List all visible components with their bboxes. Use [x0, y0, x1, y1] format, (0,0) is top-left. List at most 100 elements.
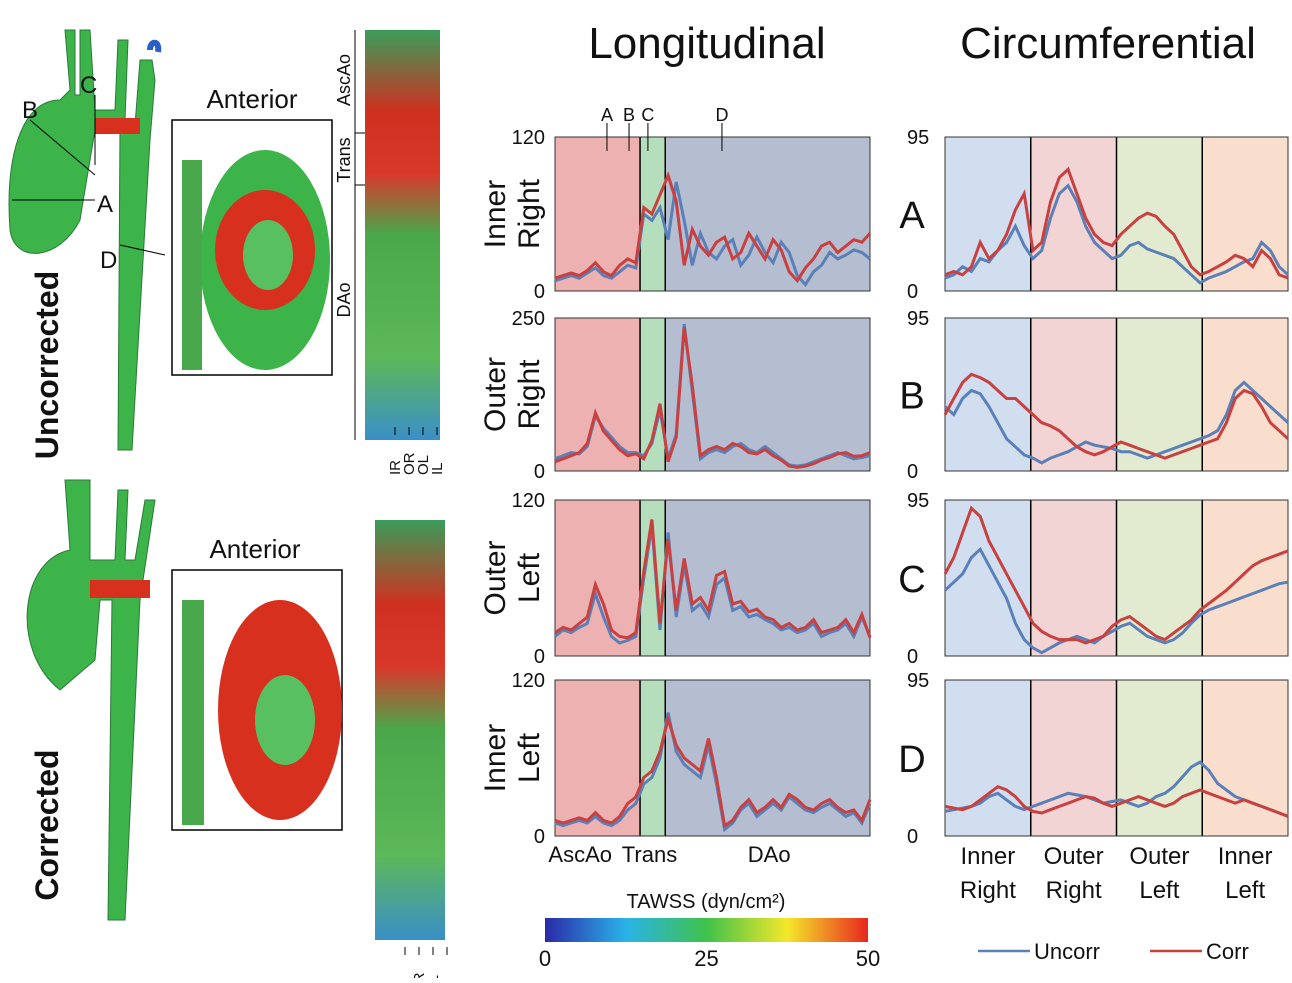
plot-frame [944, 679, 1289, 837]
series-line [554, 525, 872, 645]
legend-label: Corr [1206, 939, 1249, 964]
x-label: Right [960, 877, 1016, 904]
y-tick-label: 0 [534, 461, 545, 483]
y-tick-label: 0 [534, 826, 545, 848]
y-tick-label: 95 [907, 127, 929, 149]
colorbar-tick-label: 50 [856, 946, 880, 971]
series-line [944, 183, 1290, 285]
region [640, 318, 666, 471]
plot-frame [554, 499, 871, 657]
region [1202, 318, 1288, 471]
colorbar-title: TAWSS (dyn/cm²) [627, 891, 786, 913]
y-axis-label: Inner [479, 180, 512, 248]
plot-frame [944, 499, 1289, 657]
aorta-renders [8, 29, 445, 940]
series-line [554, 713, 872, 829]
series-line [554, 326, 871, 469]
y-axis-label: Right [513, 178, 546, 249]
region [555, 318, 641, 471]
region [1202, 500, 1288, 656]
marker-label: A [601, 105, 613, 125]
segment-label: AscAo [334, 54, 354, 106]
y-tick-label: 0 [907, 646, 918, 668]
y-tick-label: 95 [907, 308, 929, 330]
column-title: Longitudinal [588, 19, 825, 68]
x-label: Inner [1218, 843, 1273, 870]
view-label: Anterior [206, 84, 297, 114]
plot-frame [944, 136, 1289, 292]
column-title: Circumferential [960, 19, 1256, 68]
legend-label: Uncorr [1034, 939, 1100, 964]
view-label: Anterior [209, 534, 300, 564]
y-tick-label: 0 [907, 826, 918, 848]
point-label: C [80, 72, 97, 99]
series-line [943, 380, 1290, 465]
point-label: D [100, 247, 117, 274]
series-line [554, 171, 872, 284]
x-label: Trans [622, 842, 677, 867]
y-axis-label: Outer [479, 540, 512, 615]
region [945, 137, 1031, 291]
series-line [944, 785, 1289, 818]
strip-tick-label: OL [415, 455, 432, 475]
region [1030, 680, 1117, 836]
segment-label: Trans [334, 137, 354, 182]
row-label: Corrected [29, 749, 65, 900]
y-tick-label: 0 [907, 461, 918, 483]
region [665, 500, 870, 656]
colorbar [545, 918, 868, 942]
region [945, 680, 1031, 836]
region [665, 137, 870, 291]
series-line [943, 505, 1289, 645]
region [1116, 680, 1203, 836]
strip-tick-label: IL [429, 462, 446, 475]
y-axis-label: Left [513, 732, 546, 783]
y-tick-label: 120 [512, 127, 545, 149]
panel-label: C [898, 559, 925, 601]
panel-label: D [898, 739, 925, 781]
y-tick-label: 0 [534, 646, 545, 668]
y-tick-label: 120 [512, 490, 545, 512]
x-label: Outer [1129, 843, 1189, 870]
y-tick-label: 95 [907, 670, 929, 692]
series-line [943, 372, 1290, 460]
plot-frame [554, 136, 871, 292]
panel-label: B [899, 376, 924, 418]
series-line [943, 546, 1289, 655]
point-label: B [22, 97, 38, 124]
y-tick-label: 0 [534, 281, 545, 303]
x-label: Outer [1044, 843, 1104, 870]
region [1116, 137, 1203, 291]
plot-frame [554, 679, 871, 837]
series-line [944, 760, 1289, 818]
y-tick-label: 0 [907, 281, 918, 303]
y-axis-label: Outer [479, 357, 512, 432]
region [945, 318, 1031, 471]
plot-frame [554, 317, 871, 472]
y-tick-label: 95 [907, 490, 929, 512]
strip-tick-label: IR [387, 460, 404, 475]
region [1030, 500, 1117, 656]
plot-frame [944, 317, 1289, 472]
point-label: A [97, 191, 113, 218]
series-line [554, 519, 872, 640]
x-label: DAo [748, 842, 791, 867]
segment-label: DAo [334, 282, 354, 317]
x-label: Right [1046, 877, 1102, 904]
series-line [944, 166, 1289, 280]
colorbar-tick-label: 0 [539, 946, 551, 971]
y-axis-label: Right [513, 359, 546, 430]
row-label: Uncorrected [29, 271, 65, 460]
y-tick-label: 120 [512, 670, 545, 692]
y-axis-label: Left [513, 552, 546, 603]
x-label: AscAo [548, 842, 612, 867]
region [1116, 500, 1203, 656]
marker-label: D [715, 105, 728, 125]
strip-tick-label: OR [401, 452, 418, 475]
panel-label: A [899, 195, 925, 237]
colorbar-tick-label: 25 [694, 946, 718, 971]
marker-label: B [623, 105, 635, 125]
series-line [554, 181, 871, 288]
y-axis-label: Inner [479, 724, 512, 792]
